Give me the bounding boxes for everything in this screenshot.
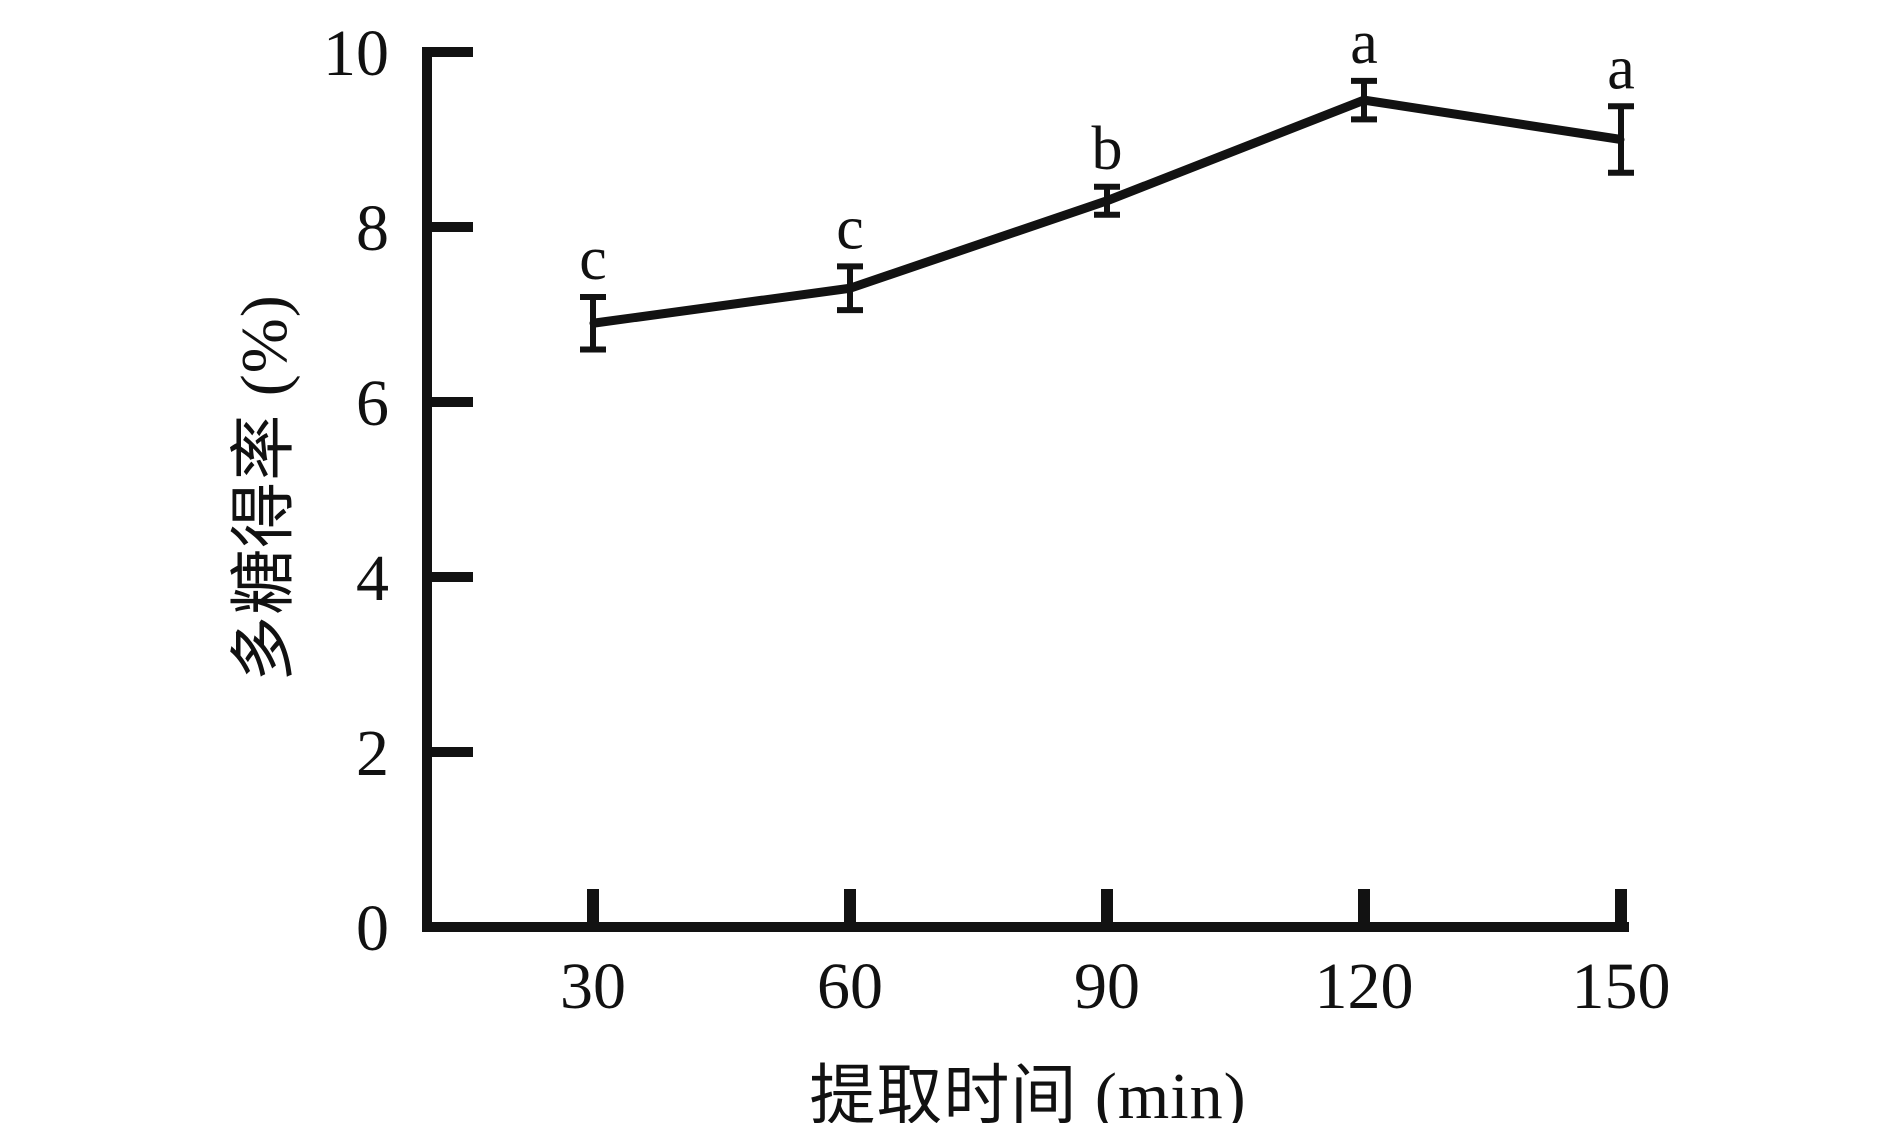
y-tick-label: 2 bbox=[356, 717, 389, 790]
y-tick-label: 4 bbox=[356, 542, 389, 615]
data-point bbox=[1360, 96, 1368, 104]
y-tick-label: 10 bbox=[323, 17, 389, 90]
x-axis-title: 提取时间 (min) bbox=[809, 1060, 1247, 1123]
y-tick-label: 0 bbox=[356, 892, 389, 965]
x-tick-label: 60 bbox=[817, 950, 883, 1023]
x-tick-label: 120 bbox=[1315, 950, 1414, 1023]
significance-label: c bbox=[579, 225, 607, 293]
x-tick-label: 30 bbox=[560, 950, 626, 1023]
data-point bbox=[1617, 136, 1625, 143]
significance-label: a bbox=[1350, 9, 1378, 77]
y-tick-label: 8 bbox=[356, 192, 389, 265]
y-tick-label: 6 bbox=[356, 367, 389, 440]
data-point bbox=[1103, 197, 1111, 205]
y-axis-title: 多糖得率 (%) bbox=[228, 294, 301, 682]
significance-label: a bbox=[1607, 34, 1635, 102]
data-point bbox=[846, 284, 854, 292]
significance-label: c bbox=[836, 194, 864, 262]
data-point bbox=[589, 319, 597, 327]
x-tick-label: 150 bbox=[1572, 950, 1671, 1023]
x-tick-label: 90 bbox=[1074, 950, 1140, 1023]
axis-lines bbox=[422, 47, 1629, 932]
significance-label: b bbox=[1092, 115, 1123, 183]
